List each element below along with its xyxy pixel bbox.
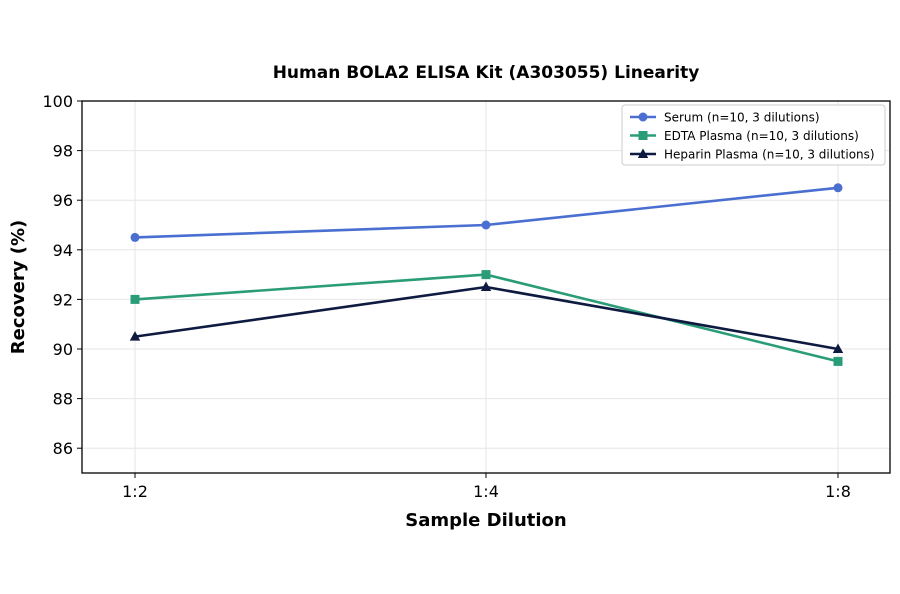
- data-point: [481, 270, 491, 280]
- series-layer: [129, 183, 844, 366]
- series-2: [129, 281, 844, 353]
- legend-entry: Heparin Plasma (n=10, 3 dilutions): [630, 148, 875, 162]
- y-tick-label: 88: [53, 390, 73, 409]
- legend-box: [621, 104, 886, 166]
- x-axis-label: Sample Dilution: [405, 510, 566, 531]
- x-tick-label: 1:8: [825, 482, 851, 501]
- y-tick-label: 92: [53, 290, 73, 309]
- x-tick-label: 1:4: [473, 482, 499, 501]
- legend-label: EDTA Plasma (n=10, 3 dilutions): [664, 129, 859, 143]
- series-1: [130, 270, 843, 366]
- y-tick-label: 94: [53, 241, 73, 260]
- data-point: [129, 331, 141, 341]
- legend-entry: Serum (n=10, 3 dilutions): [630, 111, 820, 125]
- x-tick-label: 1:2: [122, 482, 148, 501]
- data-point: [832, 343, 844, 353]
- y-tick-label: 86: [53, 439, 73, 458]
- legend-marker: [638, 112, 648, 122]
- y-tick-label: 90: [53, 340, 73, 359]
- data-point: [130, 294, 140, 304]
- data-point: [481, 220, 491, 230]
- data-point: [480, 281, 492, 291]
- y-tick-label: 100: [42, 92, 73, 111]
- legend-label: Heparin Plasma (n=10, 3 dilutions): [664, 148, 875, 162]
- data-point: [833, 356, 843, 366]
- legend-marker: [638, 131, 648, 140]
- axis-ticks: 86 88 90 92 94 96 98 100 1:2 1:4 1:8: [42, 92, 850, 501]
- legend: Serum (n=10, 3 dilutions) EDTA Plasma (n=…: [621, 104, 886, 166]
- legend-entry: EDTA Plasma (n=10, 3 dilutions): [630, 129, 859, 143]
- chart-title: Human BOLA2 ELISA Kit (A303055) Linearit…: [273, 63, 700, 83]
- data-point: [130, 232, 140, 242]
- y-tick-label: 96: [53, 191, 73, 210]
- y-axis-label: Recovery (%): [8, 220, 29, 354]
- legend-marker: [637, 148, 649, 158]
- legend-label: Serum (n=10, 3 dilutions): [664, 111, 820, 125]
- data-point: [833, 183, 843, 193]
- series-0: [130, 183, 843, 242]
- y-tick-label: 98: [53, 142, 73, 161]
